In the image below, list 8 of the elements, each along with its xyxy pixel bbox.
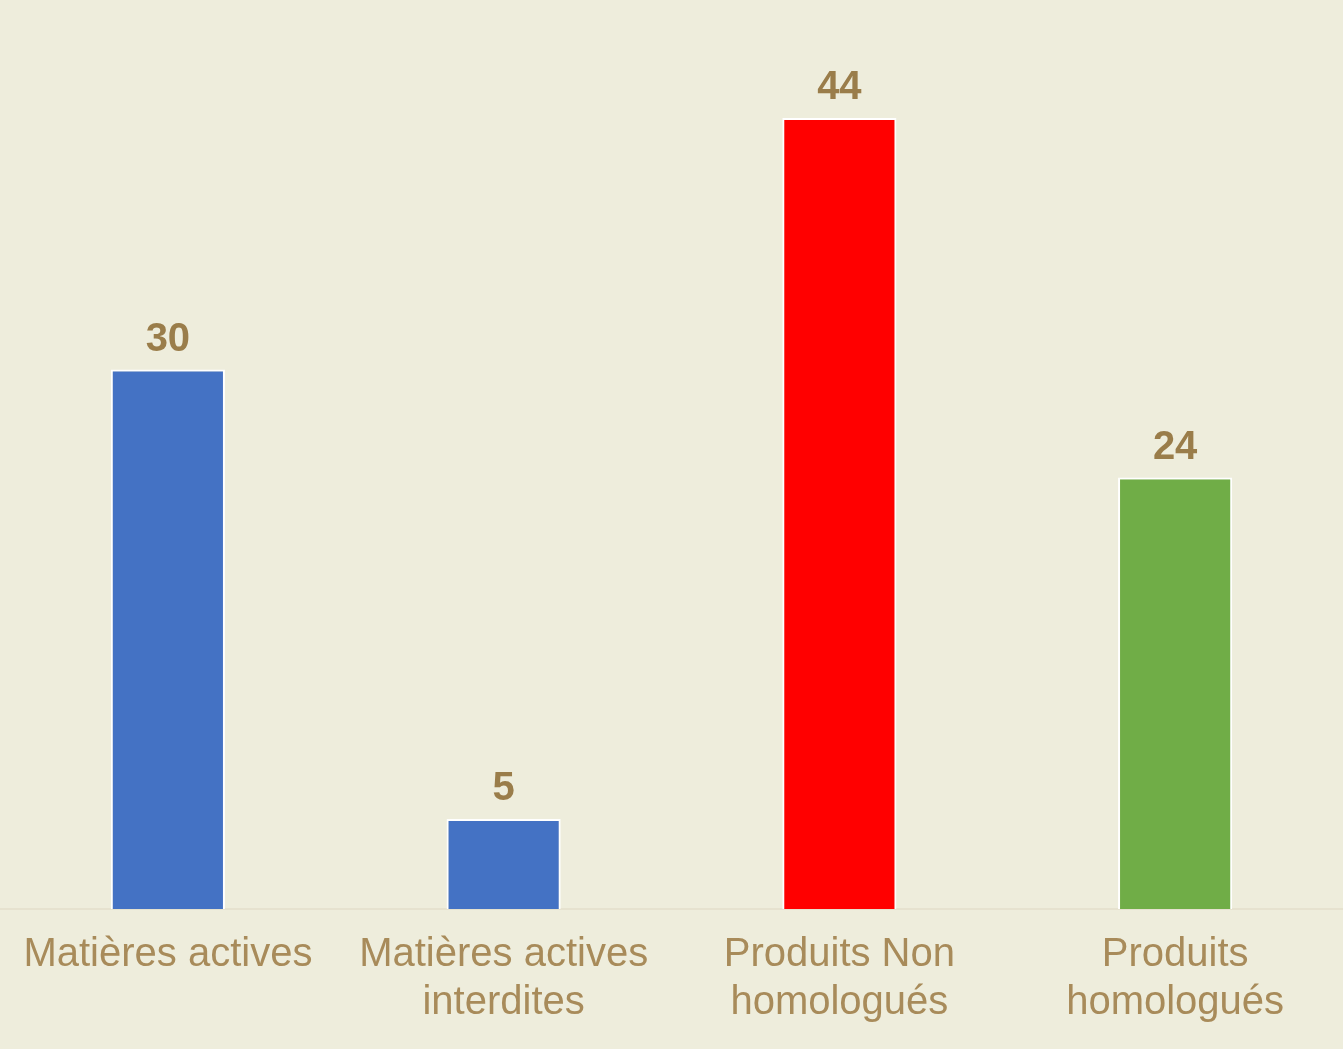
data-label: 5 [492,764,515,809]
data-label: 30 [145,314,191,359]
data-label: 44 [817,62,863,107]
x-tick-label: Matières actives [23,930,313,975]
x-tick-label: Produits Non homologués [723,930,955,1023]
x-tick-label: Matières actives interdites [359,930,649,1023]
data-label: 24 [1152,422,1199,467]
x-tick-label: Produits homologués [1066,930,1285,1023]
